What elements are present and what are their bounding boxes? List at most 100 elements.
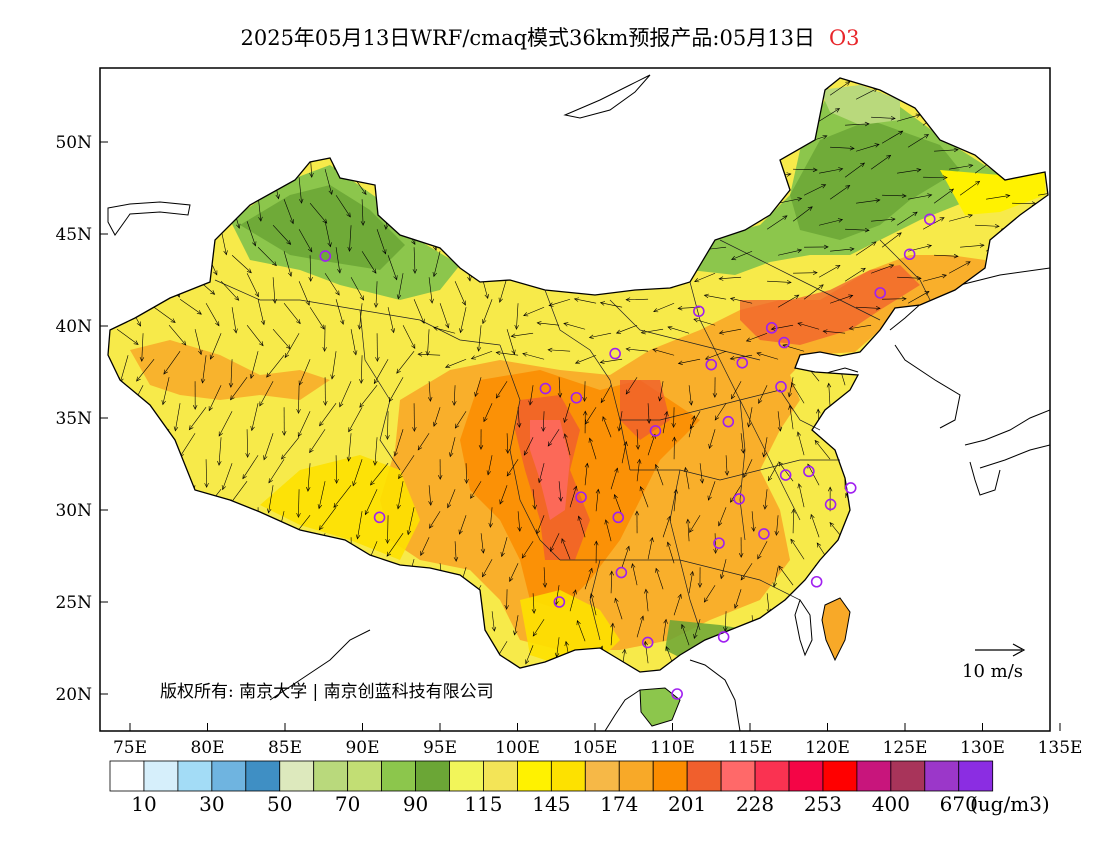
colorbar-swatch bbox=[483, 760, 518, 792]
wind-arrowhead bbox=[452, 400, 457, 406]
wind-vector bbox=[897, 276, 922, 279]
wind-arrowhead bbox=[337, 268, 342, 274]
lon-tick-label: 80E bbox=[190, 738, 224, 758]
wind-vector bbox=[908, 194, 932, 200]
wind-arrowhead bbox=[694, 278, 700, 283]
wind-arrowhead bbox=[689, 527, 694, 533]
wind-arrowhead bbox=[599, 301, 605, 306]
wind-vector bbox=[480, 533, 484, 554]
wind-arrowhead bbox=[740, 448, 746, 454]
wind-vector bbox=[960, 244, 985, 248]
city-station-marker bbox=[810, 575, 823, 588]
wind-vector bbox=[517, 511, 521, 532]
wind-arrowhead bbox=[513, 630, 518, 636]
wind-arrowhead bbox=[677, 593, 682, 599]
wind-arrowhead bbox=[916, 275, 922, 281]
wind-arrowhead bbox=[718, 521, 723, 527]
wind-arrowhead bbox=[296, 513, 301, 518]
wind-vector bbox=[350, 329, 357, 355]
wind-vector bbox=[731, 250, 753, 260]
wind-vector bbox=[417, 433, 430, 451]
wind-arrowhead bbox=[281, 431, 287, 436]
lon-tick-label: 105E bbox=[573, 738, 618, 758]
colorbar-swatch bbox=[924, 760, 960, 792]
wind-vector bbox=[257, 247, 277, 266]
wind-vector bbox=[829, 295, 853, 304]
wind-arrowhead bbox=[230, 395, 235, 401]
wind-arrowhead bbox=[204, 483, 209, 488]
wind-vector bbox=[798, 483, 805, 508]
wind-vector bbox=[655, 464, 664, 486]
wind-arrowhead bbox=[382, 249, 387, 255]
wind-vector bbox=[791, 382, 805, 404]
wind-vector bbox=[208, 385, 222, 411]
wind-arrowhead bbox=[466, 739, 470, 743]
wind-vector bbox=[725, 455, 728, 476]
wind-arrowhead bbox=[322, 347, 327, 352]
wind-vector bbox=[413, 247, 416, 274]
wind-vector bbox=[454, 281, 466, 306]
city-station-marker bbox=[923, 213, 936, 226]
colorbar-label: 30 bbox=[199, 792, 224, 816]
wind-vector bbox=[523, 437, 534, 456]
wind-arrowhead bbox=[536, 529, 541, 535]
wind-arrowhead bbox=[845, 185, 851, 190]
wind-arrowhead bbox=[812, 167, 818, 173]
wind-vector bbox=[704, 585, 716, 603]
wind-vector bbox=[136, 359, 155, 382]
wind-arrowhead bbox=[417, 352, 423, 357]
wind-vector bbox=[778, 249, 802, 256]
wind-arrowhead bbox=[476, 346, 482, 352]
wind-vector bbox=[543, 567, 546, 588]
wind-vector bbox=[548, 349, 571, 352]
colorbar-swatch bbox=[822, 760, 858, 792]
wind-arrowhead bbox=[470, 493, 475, 499]
wind-arrowhead bbox=[818, 284, 824, 289]
wind-arrowhead bbox=[166, 735, 170, 739]
wind-arrowhead bbox=[287, 271, 293, 277]
wind-arrowhead bbox=[588, 437, 593, 443]
wind-arrowhead bbox=[347, 246, 352, 252]
city-station-marker bbox=[775, 380, 787, 393]
wind-arrowhead bbox=[541, 426, 546, 432]
colorbar-label: 174 bbox=[600, 792, 638, 816]
wind-vector bbox=[688, 415, 695, 438]
wind-arrowhead bbox=[823, 244, 829, 250]
wind-vector bbox=[116, 328, 139, 345]
wind-arrowhead bbox=[723, 626, 728, 632]
wind-arrowhead bbox=[136, 321, 141, 327]
wind-arrowhead bbox=[939, 217, 945, 222]
wind-arrowhead bbox=[458, 529, 463, 535]
wind-arrowhead bbox=[340, 319, 345, 325]
wind-arrowhead bbox=[328, 189, 333, 196]
wind-vector bbox=[370, 463, 389, 486]
wind-arrowhead bbox=[266, 372, 271, 378]
wind-arrowhead bbox=[429, 523, 434, 529]
wind-arrowhead bbox=[871, 241, 877, 246]
wind-arrowhead bbox=[625, 297, 631, 302]
wind-vector bbox=[333, 485, 352, 508]
wind-arrowhead bbox=[397, 733, 401, 737]
wind-arrowhead bbox=[849, 246, 855, 252]
wind-arrowhead bbox=[889, 264, 895, 269]
wind-vector bbox=[907, 291, 930, 304]
wind-vector bbox=[797, 322, 820, 330]
wind-vector bbox=[856, 306, 881, 309]
wind-arrowhead bbox=[573, 485, 578, 491]
colorbar-label: 145 bbox=[532, 792, 570, 816]
wind-arrowhead bbox=[703, 293, 709, 299]
wind-arrowhead bbox=[236, 223, 241, 229]
wind-vector bbox=[439, 303, 449, 328]
wind-vector bbox=[394, 429, 404, 457]
lon-tick-label: 75E bbox=[113, 738, 147, 758]
wind-vector bbox=[584, 463, 588, 486]
wind-arrowhead bbox=[953, 253, 959, 259]
wind-vector bbox=[348, 407, 363, 432]
wind-vector bbox=[242, 455, 259, 479]
wind-vector bbox=[350, 277, 364, 301]
wind-arrowhead bbox=[495, 393, 501, 399]
wind-vector bbox=[517, 407, 520, 428]
wind-vector bbox=[246, 429, 248, 458]
wind-vector bbox=[162, 377, 170, 405]
wind-vector bbox=[600, 385, 612, 403]
